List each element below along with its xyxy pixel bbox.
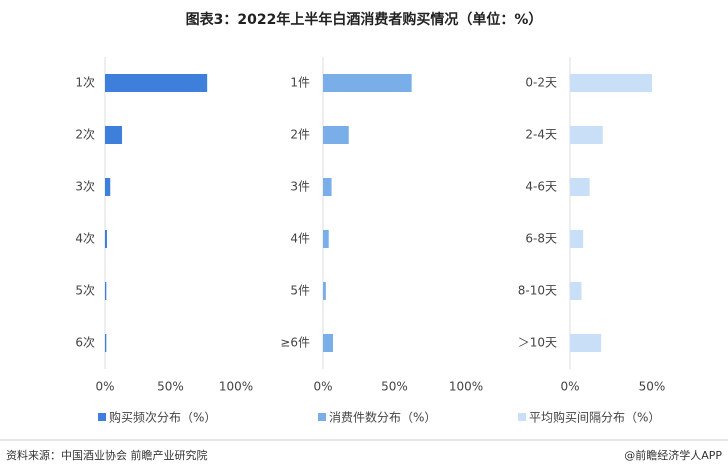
source: 资料来源：中国酒业协会 前瞻产业研究院 [6, 448, 208, 462]
bar [105, 334, 107, 352]
y-tick-label: 3件 [290, 180, 310, 194]
bar [105, 282, 107, 300]
y-tick-label: 6次 [75, 336, 95, 350]
credit: @前瞻经济学人APP [624, 448, 722, 462]
y-tick-label: 2次 [75, 128, 95, 142]
bar [105, 126, 123, 144]
legend-label: 平均购买间隔分布（%） [529, 410, 660, 425]
bar [323, 126, 349, 144]
x-tick-label: 0% [313, 380, 332, 394]
bar [323, 74, 412, 92]
x-tick-label: 100% [219, 380, 253, 394]
y-tick-label: 1次 [75, 76, 95, 90]
y-tick-label: 4-6天 [525, 180, 557, 194]
x-tick-label: 50% [639, 380, 666, 394]
bar [105, 74, 208, 92]
y-tick-label: ＞10天 [518, 336, 557, 350]
bar [570, 126, 603, 144]
bar [105, 178, 111, 196]
x-tick-label: 50% [381, 380, 408, 394]
x-tick-label: 100% [449, 380, 483, 394]
legend-label: 购买频次分布（%） [109, 410, 216, 425]
x-tick-label: 0% [560, 380, 579, 394]
y-tick-label: 5件 [290, 284, 310, 298]
y-tick-label: 4件 [290, 232, 310, 246]
bar [570, 178, 590, 196]
legend-marker [518, 413, 526, 421]
x-tick-label: 50% [157, 380, 184, 394]
y-tick-label: 3次 [75, 180, 95, 194]
y-tick-label: 1件 [290, 76, 310, 90]
x-tick-label: 0% [95, 380, 114, 394]
y-tick-label: 8-10天 [518, 284, 557, 298]
y-tick-label: ≥6件 [280, 336, 310, 350]
y-tick-label: 2件 [290, 128, 310, 142]
y-tick-label: 4次 [75, 232, 95, 246]
y-tick-label: 2-4天 [525, 128, 557, 142]
legend-marker [318, 413, 326, 421]
bar [323, 178, 332, 196]
bar [570, 74, 652, 92]
bar [570, 282, 582, 300]
legend-label: 消费件数分布（%） [329, 410, 436, 425]
chart-title: 图表3：2022年上半年白酒消费者购买情况（单位：%） [186, 11, 543, 28]
bar [323, 282, 326, 300]
bar [323, 230, 329, 248]
legend-marker [98, 413, 106, 421]
y-tick-label: 5次 [75, 284, 95, 298]
y-tick-label: 0-2天 [525, 76, 557, 90]
bar [570, 334, 602, 352]
bar [570, 230, 584, 248]
bar [105, 230, 107, 248]
bar [323, 334, 334, 352]
y-tick-label: 6-8天 [525, 232, 557, 246]
